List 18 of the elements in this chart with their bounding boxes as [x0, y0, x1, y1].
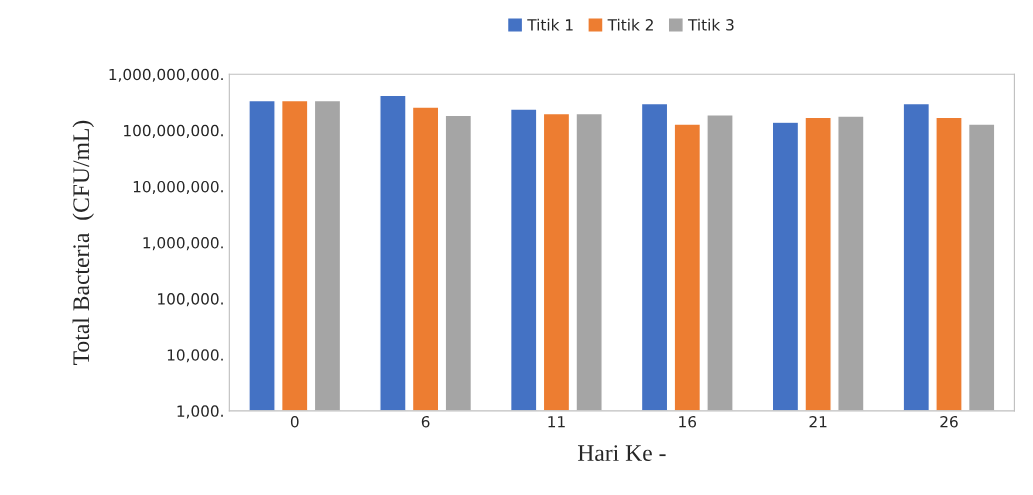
y-tick-label: 10,000. — [167, 349, 223, 363]
x-axis-title: Hari Ke - — [577, 445, 666, 461]
x-tick-label: 16 — [679, 415, 697, 428]
x-tick-label: 6 — [421, 415, 430, 428]
y-tick-label: 10,000,000. — [133, 180, 223, 195]
legend-label: Titik 2 — [607, 18, 653, 31]
y-tick-label: 1,000. — [177, 405, 223, 419]
x-tick-label: 21 — [809, 415, 827, 428]
legend-label: Titik 3 — [687, 18, 734, 31]
y-axis-title: Total Bacteria (CFU/mL) — [72, 120, 94, 365]
legend-label: Titik 1 — [527, 18, 573, 31]
y-tick-label: 100,000,000. — [124, 124, 223, 138]
y-tick-label: 1,000,000. — [143, 237, 223, 251]
y-tick-label: 100,000. — [158, 293, 223, 307]
x-tick-label: 26 — [940, 415, 958, 428]
x-tick-label: 0 — [290, 415, 299, 428]
x-tick-label: 11 — [548, 416, 565, 428]
y-tick-label: 1,000,000,000. — [109, 68, 223, 82]
